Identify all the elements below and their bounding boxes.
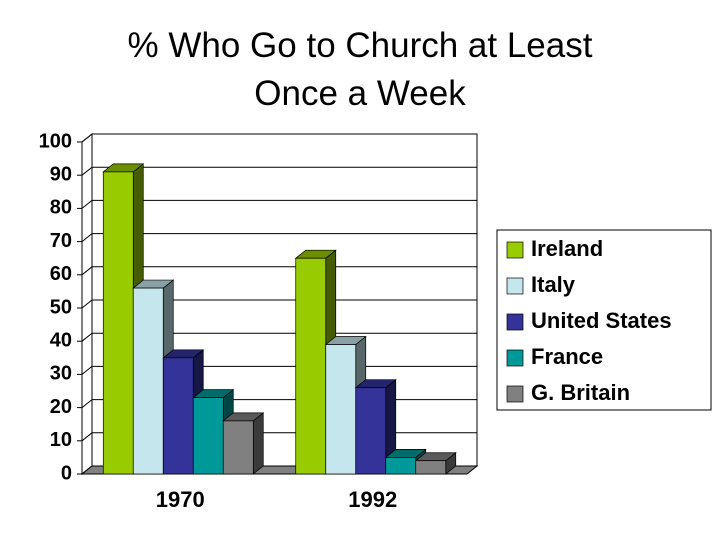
y-tick-label: 50 [50, 296, 72, 318]
legend-swatch [506, 349, 524, 367]
grid-line [81, 266, 477, 276]
legend-label: Ireland [531, 236, 603, 261]
legend-label: Italy [531, 272, 576, 297]
y-tick-label: 40 [50, 329, 72, 351]
bar [132, 287, 164, 475]
legend-swatch [506, 277, 524, 295]
y-tick-label: 90 [50, 163, 72, 185]
bar [102, 171, 134, 475]
legend-swatch [506, 241, 524, 259]
bar [415, 460, 447, 475]
grid-line [81, 199, 477, 209]
bar [222, 420, 254, 475]
legend-label: United States [531, 308, 672, 333]
grid-line [81, 332, 477, 342]
grid-line [81, 233, 477, 242]
legend-box [496, 229, 712, 411]
y-tick-label: 0 [61, 462, 72, 484]
y-tick-label: 60 [50, 263, 72, 285]
bar [192, 397, 224, 475]
bar [295, 257, 327, 475]
legend-label: G. Britain [531, 380, 630, 405]
grid-line [81, 133, 477, 143]
x-tick-label: 1970 [156, 487, 205, 512]
y-tick-label: 20 [50, 396, 72, 418]
legend-swatch [506, 313, 524, 331]
x-tick-label: 1992 [348, 487, 397, 512]
legend-label: France [531, 344, 603, 369]
y-tick-label: 70 [50, 230, 72, 252]
bar [325, 344, 357, 475]
legend-swatch [506, 385, 524, 403]
bar [162, 357, 194, 475]
y-tick-label: 80 [50, 197, 72, 219]
grid-line [81, 299, 477, 309]
y-tick-label: 100 [39, 130, 72, 152]
grid-line [81, 166, 477, 176]
bar [355, 387, 387, 475]
y-tick-label: 30 [50, 363, 72, 385]
bar-side [252, 412, 264, 475]
bar [385, 457, 417, 475]
y-tick-label: 10 [50, 429, 72, 451]
chart-title: % Who Go to Church at Least Once a Week [127, 26, 593, 113]
